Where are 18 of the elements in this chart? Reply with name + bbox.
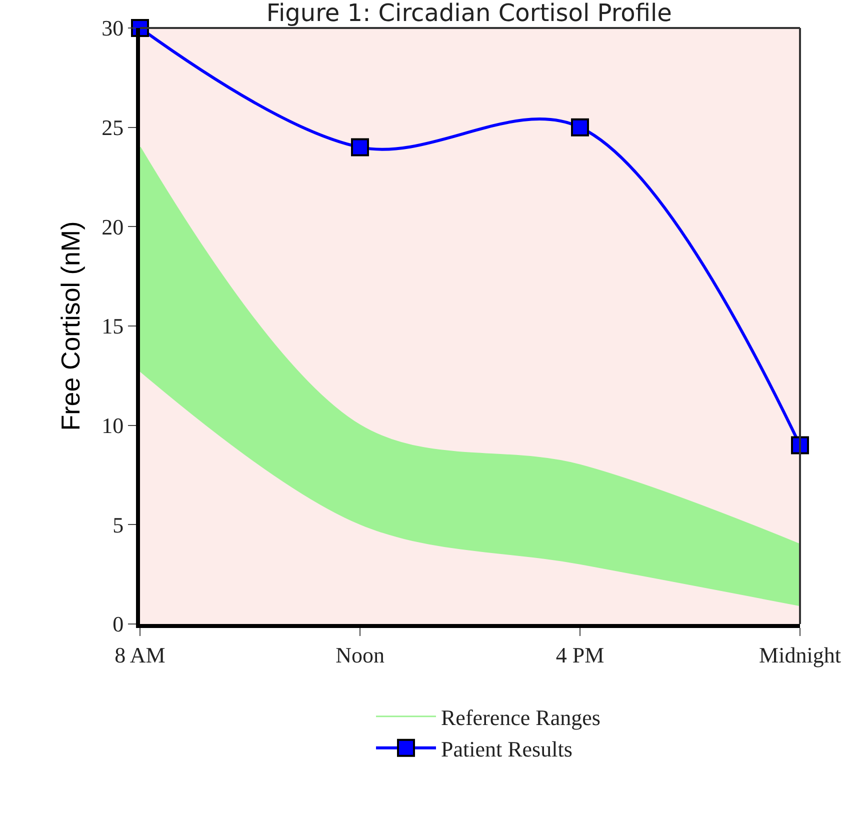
y-axis-title: Free Cortisol (nM) <box>56 221 86 431</box>
x-tick-label: 4 PM <box>556 642 604 668</box>
point <box>791 436 809 454</box>
legend-label: Reference Ranges <box>441 704 600 730</box>
y-tick-label: 30 <box>102 16 124 41</box>
y-tick-label: 25 <box>102 115 124 140</box>
point <box>351 138 369 156</box>
legend-label: Patient Results <box>441 736 572 762</box>
y-tick-label: 0 <box>112 612 124 637</box>
y-tick-label: 20 <box>102 214 124 240</box>
x-tick-label: Midnight <box>759 642 841 668</box>
point <box>571 118 589 136</box>
y-tick-label: 5 <box>112 512 124 538</box>
y-tick-label: 10 <box>102 413 124 438</box>
y-tick-label: 15 <box>102 314 124 339</box>
chart-title: Figure 1: Circadian Cortisol Profile <box>266 0 672 27</box>
x-tick-label: 8 AM <box>114 642 166 668</box>
x-tick-label: Noon <box>336 642 384 668</box>
